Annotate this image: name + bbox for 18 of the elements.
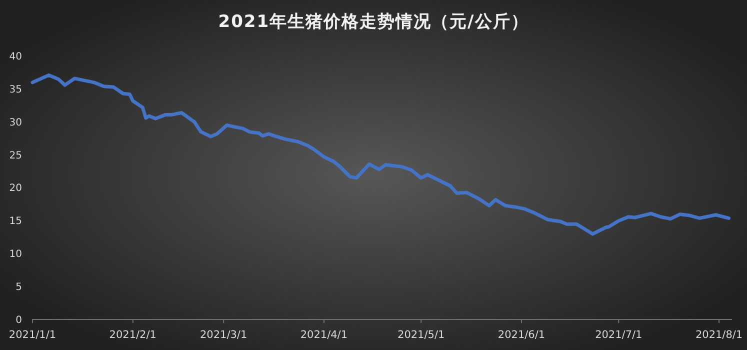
x-tick-label: 2021/3/1 (200, 329, 248, 341)
x-tick-label: 2021/8/1 (695, 329, 743, 341)
y-tick-label: 35 (9, 84, 22, 96)
y-tick-label: 0 (16, 315, 22, 326)
chart-title: 2021年生猪价格走势情况（元/公斤） (218, 12, 529, 32)
x-tick-label: 2021/7/1 (595, 329, 642, 341)
y-tick-label: 20 (9, 183, 22, 194)
y-tick-label: 40 (9, 51, 22, 62)
x-tick-label: 2021/1/1 (8, 329, 56, 341)
y-tick-label: 10 (9, 249, 22, 260)
x-tick-label: 2021/5/1 (398, 329, 445, 341)
y-tick-label: 25 (9, 150, 22, 162)
y-tick-label: 30 (9, 117, 22, 128)
y-tick-label: 15 (9, 216, 22, 228)
x-tick-label: 2021/6/1 (498, 329, 546, 341)
y-tick-label: 5 (16, 282, 22, 294)
x-tick-label: 2021/2/1 (109, 329, 156, 341)
x-tick-label: 2021/4/1 (300, 329, 348, 341)
